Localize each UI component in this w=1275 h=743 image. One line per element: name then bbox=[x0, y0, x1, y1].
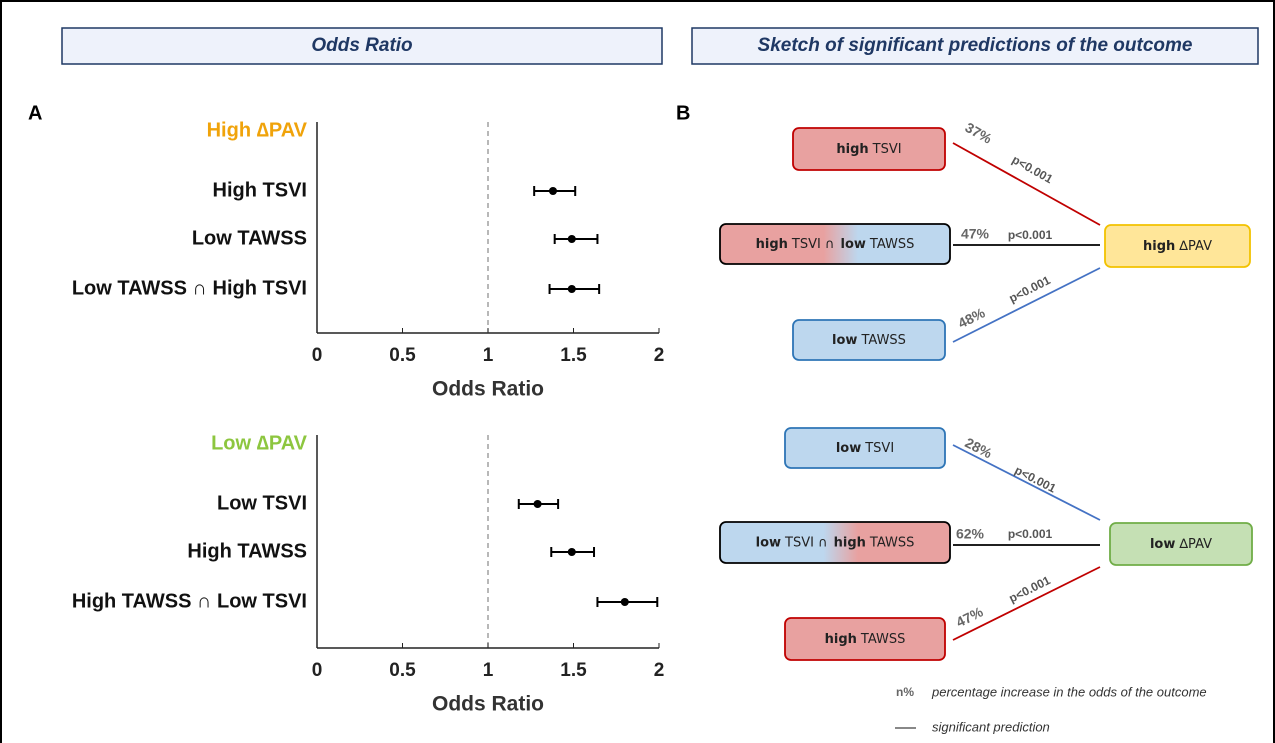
label-text: TSVI bbox=[872, 142, 902, 157]
edge-p: p<0.001 bbox=[1007, 573, 1053, 605]
label-bold: high bbox=[825, 632, 857, 647]
edge bbox=[952, 267, 1101, 343]
header: Sketch of significant predictions of the… bbox=[758, 35, 1193, 56]
x-axis-label: Odds Ratio bbox=[432, 378, 544, 401]
node-label: low TAWSS bbox=[832, 333, 906, 348]
label-text: ∆PAV bbox=[1178, 239, 1212, 254]
node-label: low TSVI ∩ high TAWSS bbox=[756, 535, 915, 550]
label-text: TAWSS bbox=[869, 237, 914, 252]
point bbox=[548, 187, 557, 195]
panel-letter: A bbox=[28, 102, 42, 124]
point bbox=[567, 285, 576, 293]
edge-p: p<0.001 bbox=[1010, 152, 1056, 186]
group-label: High ∆PAV bbox=[207, 119, 308, 141]
legend-symbol: n% bbox=[896, 685, 914, 699]
node-label: high ∆PAV bbox=[1143, 239, 1212, 254]
node-label: low ∆PAV bbox=[1150, 537, 1212, 552]
x-tick-label: 1.5 bbox=[560, 660, 587, 681]
edge bbox=[952, 444, 1101, 521]
x-tick-label: 0.5 bbox=[389, 345, 416, 366]
x-tick-label: 1.5 bbox=[560, 345, 587, 366]
node-box bbox=[784, 427, 946, 469]
node-box bbox=[719, 223, 951, 265]
point bbox=[533, 500, 542, 508]
label-text: TSVI ∩ bbox=[784, 535, 828, 550]
label-bold: low bbox=[836, 441, 861, 456]
edge-percent: 37% bbox=[962, 119, 995, 147]
row-label: High TAWSS ∩ Low TSVI bbox=[72, 590, 307, 612]
header-box bbox=[691, 27, 1259, 65]
edge-p: p<0.001 bbox=[1008, 228, 1053, 242]
x-tick-label: 1 bbox=[483, 345, 494, 366]
x-tick-label: 0 bbox=[312, 345, 323, 366]
panel-letter: B bbox=[676, 102, 690, 124]
label-text: TSVI ∩ bbox=[791, 237, 835, 252]
edge bbox=[952, 566, 1101, 641]
edge-p: p<0.001 bbox=[1008, 527, 1053, 541]
edge-percent: 62% bbox=[956, 526, 985, 542]
label-text: TAWSS bbox=[869, 535, 914, 550]
label-bold: low bbox=[832, 333, 857, 348]
row-label: High TAWSS bbox=[187, 540, 307, 562]
label-text: ∆PAV bbox=[1178, 537, 1212, 552]
x-tick-label: 0 bbox=[312, 660, 323, 681]
node-box bbox=[784, 617, 946, 661]
node-box bbox=[1109, 522, 1253, 566]
edge-percent: 47% bbox=[961, 226, 990, 242]
group-label: Low ∆PAV bbox=[211, 432, 308, 454]
row-label: Low TSVI bbox=[217, 492, 307, 514]
edge bbox=[952, 142, 1101, 226]
node-label: high TSVI bbox=[836, 142, 901, 157]
label-bold: high bbox=[1143, 239, 1175, 254]
x-axis-label: Odds Ratio bbox=[432, 693, 544, 716]
node-label: low TSVI bbox=[836, 441, 894, 456]
label-bold: low bbox=[756, 535, 781, 550]
row-label: Low TAWSS bbox=[192, 227, 307, 249]
node-box bbox=[719, 521, 951, 564]
node-box bbox=[792, 127, 946, 171]
node-box bbox=[792, 319, 946, 361]
header-box bbox=[61, 27, 663, 65]
node-box bbox=[1104, 224, 1251, 268]
x-tick-label: 1 bbox=[483, 660, 494, 681]
label-bold: high bbox=[836, 142, 868, 157]
label-bold: high bbox=[756, 237, 788, 252]
legend-text: percentage increase in the odds of the o… bbox=[931, 684, 1207, 699]
label-text: TAWSS bbox=[860, 333, 905, 348]
x-tick-label: 0.5 bbox=[389, 660, 416, 681]
edge-p: p<0.001 bbox=[1007, 273, 1053, 306]
node-label: high TSVI ∩ low TAWSS bbox=[756, 237, 915, 252]
label-bold: low bbox=[840, 237, 865, 252]
row-label: Low TAWSS ∩ High TSVI bbox=[72, 277, 307, 299]
row-label: High TSVI bbox=[213, 179, 307, 201]
point bbox=[567, 235, 576, 243]
legend-text: significant prediction bbox=[932, 719, 1050, 734]
header: Odds Ratio bbox=[311, 35, 412, 56]
x-tick-label: 2 bbox=[654, 660, 665, 681]
label-bold: high bbox=[834, 535, 866, 550]
point bbox=[567, 548, 576, 556]
x-tick-label: 2 bbox=[654, 345, 665, 366]
label-text: TAWSS bbox=[860, 632, 905, 647]
point bbox=[620, 598, 629, 606]
node-label: high TAWSS bbox=[825, 632, 906, 647]
label-bold: low bbox=[1150, 537, 1175, 552]
label-text: TSVI bbox=[864, 441, 894, 456]
